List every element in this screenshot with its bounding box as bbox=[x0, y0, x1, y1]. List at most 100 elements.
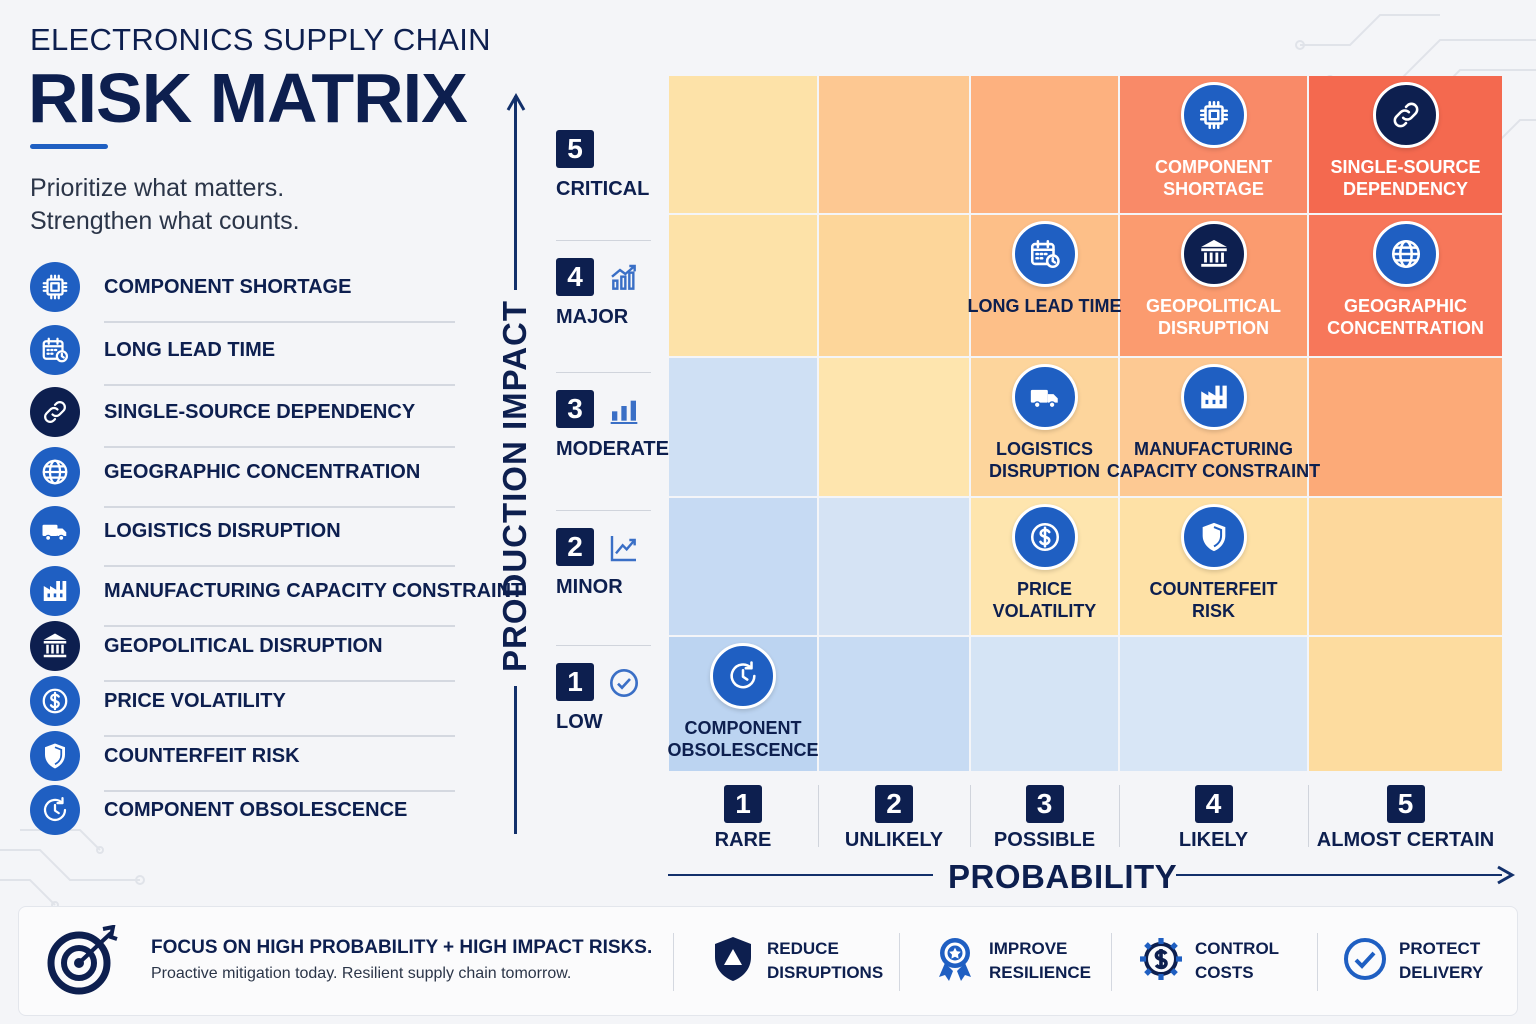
x-axis-line-right bbox=[1176, 874, 1502, 876]
legend-divider bbox=[104, 446, 455, 448]
legend-item-label: COMPONENT OBSOLESCENCE bbox=[104, 799, 408, 821]
risk-marker: COUNTERFEIT RISK bbox=[1099, 504, 1328, 622]
level-number: 2 bbox=[556, 528, 594, 566]
shield-icon bbox=[1180, 504, 1247, 570]
y-level-divider bbox=[556, 240, 651, 241]
tagline: Prioritize what matters. Strengthen what… bbox=[30, 172, 300, 238]
matrix-cell bbox=[819, 358, 969, 496]
x-axis-title: PROBABILITY bbox=[948, 858, 1178, 895]
y-level-divider bbox=[556, 645, 651, 646]
footer-benefit-item: CONTROL COSTS bbox=[1137, 935, 1307, 991]
risk-label: COMPONENT SHORTAGE bbox=[1155, 157, 1272, 199]
risk-marker: COMPONENT SHORTAGE bbox=[1099, 82, 1328, 200]
calendar-clock-icon bbox=[30, 325, 80, 375]
legend-item-label: LONG LEAD TIME bbox=[104, 339, 276, 361]
legend-item-label: COMPONENT SHORTAGE bbox=[104, 276, 352, 298]
target-icon bbox=[47, 924, 119, 1002]
legend-divider bbox=[104, 321, 455, 323]
level-number: 3 bbox=[1025, 785, 1064, 823]
legend-item: LONG LEAD TIME bbox=[30, 325, 455, 386]
government-building-icon bbox=[1180, 221, 1247, 287]
shield-icon bbox=[30, 731, 80, 781]
x-level-divider bbox=[818, 785, 819, 847]
chip-icon bbox=[1180, 82, 1247, 148]
level-label: UNLIKELY bbox=[844, 829, 944, 851]
legend-item-label: COUNTERFEIT RISK bbox=[104, 745, 300, 767]
x-level-4: 4 LIKELY bbox=[1114, 785, 1314, 852]
matrix-cell bbox=[1120, 637, 1307, 771]
x-level-1: 1 RARE bbox=[643, 785, 843, 852]
level-label: ALMOST CERTAIN bbox=[1316, 829, 1495, 851]
truck-icon bbox=[30, 506, 80, 556]
matrix-cell bbox=[819, 637, 969, 771]
clock-refresh-icon bbox=[710, 643, 776, 709]
y-level-5: 5 CRITICAL bbox=[556, 130, 649, 201]
y-axis-line-top bbox=[514, 96, 517, 290]
level-number: 3 bbox=[556, 390, 594, 428]
footer-divider bbox=[1317, 933, 1318, 991]
dollar-icon bbox=[30, 676, 80, 726]
page-title: RISK MATRIX bbox=[28, 59, 468, 137]
calendar-clock-icon bbox=[1011, 221, 1078, 287]
matrix-cell bbox=[819, 76, 969, 213]
level-label: MODERATE bbox=[556, 438, 669, 460]
trend-up-bars-icon bbox=[608, 262, 640, 299]
level-label: RARE bbox=[714, 829, 772, 851]
y-axis-line-bottom bbox=[514, 686, 517, 834]
footer-banner: FOCUS ON HIGH PROBABILITY + HIGH IMPACT … bbox=[18, 906, 1518, 1016]
check-circle-icon bbox=[1341, 935, 1389, 988]
link-icon bbox=[30, 387, 80, 437]
footer-main-title: FOCUS ON HIGH PROBABILITY + HIGH IMPACT … bbox=[151, 937, 653, 958]
legend-divider bbox=[104, 384, 455, 386]
level-number: 4 bbox=[1194, 785, 1233, 823]
risk-marker: PRICE VOLATILITY bbox=[950, 504, 1139, 622]
x-level-5: 5 ALMOST CERTAIN bbox=[1306, 785, 1506, 852]
y-level-1: 1 LOW bbox=[556, 663, 638, 734]
legend-divider bbox=[104, 790, 455, 792]
matrix-cell bbox=[669, 358, 817, 496]
legend-divider bbox=[104, 565, 455, 567]
dollar-icon bbox=[1011, 504, 1078, 570]
legend-item-label: LOGISTICS DISRUPTION bbox=[104, 520, 341, 542]
matrix-cell bbox=[669, 215, 817, 356]
risk-marker: GEOGRAPHIC CONCENTRATION bbox=[1288, 221, 1523, 339]
chip-icon bbox=[30, 262, 80, 312]
risk-label: COMPONENT OBSOLESCENCE bbox=[667, 718, 819, 760]
risk-label: GEOPOLITICAL DISRUPTION bbox=[1146, 296, 1281, 338]
y-level-4: 4 MAJOR bbox=[556, 258, 636, 329]
matrix-cell bbox=[819, 498, 969, 635]
footer-divider bbox=[1111, 933, 1112, 991]
x-axis-line-left bbox=[668, 874, 933, 876]
footer-benefit-label: REDUCE DISRUPTIONS bbox=[767, 939, 884, 982]
legend-item-label: PRICE VOLATILITY bbox=[104, 690, 286, 712]
level-number: 5 bbox=[556, 130, 594, 168]
matrix-cell bbox=[1309, 637, 1502, 771]
legend-item-label: MANUFACTURING CAPACITY CONSTRAINT bbox=[104, 580, 524, 602]
x-level-divider bbox=[1308, 785, 1309, 847]
factory-icon bbox=[30, 566, 80, 616]
y-axis-title: PRODUCTION IMPACT bbox=[496, 299, 533, 673]
footer-benefit-item: IMPROVE RESILIENCE bbox=[931, 935, 1101, 991]
gear-dollar-icon bbox=[1137, 935, 1185, 988]
footer-benefit-item: PROTECT DELIVERY bbox=[1341, 935, 1511, 991]
legend-item: SINGLE-SOURCE DEPENDENCY bbox=[30, 387, 455, 448]
legend-divider bbox=[104, 625, 455, 627]
legend-item-label: GEOPOLITICAL DISRUPTION bbox=[104, 635, 383, 657]
matrix-cell bbox=[669, 498, 817, 635]
matrix-cell bbox=[669, 76, 817, 213]
legend-item: COMPONENT OBSOLESCENCE bbox=[30, 785, 455, 835]
award-badge-icon bbox=[931, 935, 979, 988]
clock-refresh-icon bbox=[30, 785, 80, 835]
line-chart-icon bbox=[608, 532, 640, 569]
legend-item: MANUFACTURING CAPACITY CONSTRAINT bbox=[30, 566, 523, 627]
risk-marker: SINGLE-SOURCE DEPENDENCY bbox=[1288, 82, 1523, 200]
level-number: 1 bbox=[724, 785, 762, 823]
level-label: CRITICAL bbox=[556, 178, 650, 200]
level-label: LOW bbox=[556, 711, 603, 733]
footer-benefit-item: REDUCE DISRUPTIONS bbox=[709, 935, 883, 991]
legend-item-label: SINGLE-SOURCE DEPENDENCY bbox=[104, 401, 416, 423]
legend-divider bbox=[104, 680, 455, 682]
shield-warning-icon bbox=[709, 935, 757, 988]
risk-label: LOGISTICS DISRUPTION bbox=[988, 439, 1100, 481]
tagline-line-2: Strengthen what counts. bbox=[30, 207, 300, 235]
